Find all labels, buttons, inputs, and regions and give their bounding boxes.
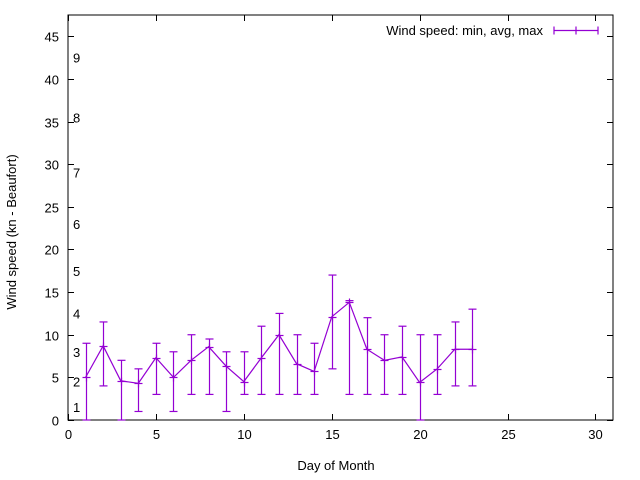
avg-marker-day-13 — [293, 360, 302, 369]
avg-marker-day-16 — [345, 298, 354, 307]
y-tick-label-20: 20 — [45, 243, 59, 258]
beaufort-label-4: 4 — [73, 306, 80, 321]
beaufort-label-3: 3 — [73, 345, 80, 360]
avg-marker-day-14 — [310, 367, 319, 376]
beaufort-label-9: 9 — [73, 51, 80, 66]
beaufort-label-8: 8 — [73, 110, 80, 125]
y-tick-label-40: 40 — [45, 73, 59, 88]
chart-legend: Wind speed: min, avg, max — [386, 23, 599, 38]
legend-label: Wind speed: min, avg, max — [386, 23, 543, 38]
x-tick-label-5: 5 — [153, 427, 160, 442]
avg-marker-day-3 — [117, 377, 126, 386]
error-bar-day-4 — [134, 368, 143, 413]
y-tick-label-30: 30 — [45, 158, 59, 173]
x-tick-label-0: 0 — [65, 427, 72, 442]
avg-marker-day-21 — [433, 365, 442, 374]
x-tick-label-25: 25 — [501, 427, 515, 442]
avg-marker-day-12 — [275, 331, 284, 340]
y-tick-label-25: 25 — [45, 201, 59, 216]
avg-marker-day-1 — [82, 373, 91, 382]
error-bar-day-17 — [363, 317, 372, 396]
avg-marker-day-2 — [99, 342, 108, 351]
y-tick-label-0: 0 — [52, 414, 59, 429]
error-bar-day-21 — [433, 334, 442, 396]
avg-marker-day-15 — [328, 313, 337, 322]
avg-marker-day-10 — [240, 378, 249, 387]
avg-marker-day-7 — [187, 356, 196, 365]
error-bar-day-22 — [451, 321, 460, 387]
avg-marker-day-5 — [152, 354, 161, 363]
plot-border — [67, 14, 614, 421]
y-axis-title: Wind speed (kn - Beaufort) — [4, 154, 19, 309]
y-tick-label-15: 15 — [45, 286, 59, 301]
avg-marker-day-17 — [363, 345, 372, 354]
error-bar-day-20 — [416, 334, 425, 421]
y-tick-label-5: 5 — [52, 371, 59, 386]
beaufort-label-7: 7 — [73, 166, 80, 181]
y-tick-label-10: 10 — [45, 329, 59, 344]
avg-marker-day-9 — [222, 362, 231, 371]
x-tick-label-30: 30 — [588, 427, 602, 442]
error-bar-day-1 — [82, 342, 91, 421]
x-tick-label-15: 15 — [325, 427, 339, 442]
error-bar-day-5 — [152, 342, 161, 396]
avg-marker-day-4 — [134, 379, 143, 388]
error-bar-day-6 — [169, 351, 178, 413]
avg-marker-day-11 — [257, 354, 266, 363]
avg-marker-day-19 — [398, 353, 407, 362]
error-bar-day-18 — [380, 334, 389, 396]
avg-marker-day-20 — [416, 378, 425, 387]
avg-marker-day-8 — [205, 343, 214, 352]
x-axis-title: Day of Month — [297, 458, 374, 473]
beaufort-label-6: 6 — [73, 217, 80, 232]
beaufort-label-1: 1 — [73, 400, 80, 415]
error-bar-day-2 — [99, 321, 108, 387]
error-bar-day-16 — [345, 300, 354, 396]
avg-marker-day-6 — [169, 373, 178, 382]
avg-marker-day-23 — [468, 345, 477, 354]
beaufort-scale-labels: 1 2 3 4 5 6 7 8 9 — [73, 51, 80, 416]
error-bar-day-12 — [275, 312, 284, 396]
y-tick-label-45: 45 — [45, 30, 59, 45]
x-tick-label-20: 20 — [413, 427, 427, 442]
error-bar-day-9 — [222, 351, 231, 413]
beaufort-label-5: 5 — [73, 264, 80, 279]
data-series-group — [82, 274, 477, 421]
error-bar-day-3 — [117, 359, 126, 421]
avg-marker-day-18 — [380, 356, 389, 365]
avg-marker-day-22 — [451, 345, 460, 354]
error-bar-day-10 — [240, 351, 249, 396]
x-tick-label-10: 10 — [237, 427, 251, 442]
y-tick-label-35: 35 — [45, 116, 59, 131]
error-bar-day-15 — [328, 274, 337, 370]
beaufort-label-2: 2 — [73, 375, 80, 390]
error-bar-day-7 — [187, 334, 196, 396]
